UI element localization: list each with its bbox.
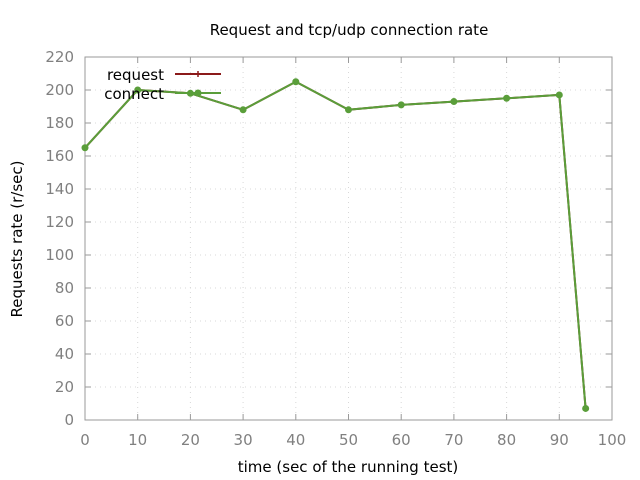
data-point-connect	[292, 78, 300, 86]
chart-title: Request and tcp/udp connection rate	[210, 21, 489, 39]
grid	[85, 57, 612, 420]
x-tick-label: 70	[444, 431, 463, 449]
x-tick-label: 50	[339, 431, 358, 449]
x-tick-label: 60	[392, 431, 411, 449]
y-tick-label: 220	[45, 48, 74, 66]
series-layer	[81, 78, 590, 412]
x-tick-label: 20	[181, 431, 200, 449]
x-tick-label: 10	[128, 431, 147, 449]
y-tick-label: 160	[45, 147, 74, 165]
data-point-connect	[450, 98, 458, 106]
x-axis-label: time (sec of the running test)	[238, 458, 459, 476]
data-point-connect	[397, 101, 405, 109]
x-tick-label: 80	[497, 431, 516, 449]
data-point-connect	[582, 404, 590, 412]
legend-marker-connect	[194, 89, 202, 97]
data-point-connect	[134, 86, 142, 94]
x-tick-label: 40	[286, 431, 305, 449]
data-point-connect	[239, 106, 247, 114]
series-line-connect	[84, 80, 587, 409]
y-tick-label: 0	[64, 411, 74, 429]
series-line-request	[84, 80, 587, 409]
legend-item-request: request	[107, 66, 221, 84]
y-tick-label: 180	[45, 114, 74, 132]
y-tick-label: 200	[45, 81, 74, 99]
y-tick-label: 140	[45, 180, 74, 198]
legend-marker-request	[195, 71, 201, 77]
x-tick-label: 90	[550, 431, 569, 449]
y-tick-label: 40	[55, 345, 74, 363]
series-connect	[81, 78, 590, 412]
y-axis-label: Requests rate (r/sec)	[8, 161, 26, 318]
data-point-connect	[503, 94, 511, 102]
y-tick-label: 120	[45, 213, 74, 231]
axis-ticks: 0 10 20 30 40 50 60 70 80 90 100 0 20 40 60 80 100 120 140…	[45, 48, 626, 449]
y-tick-label: 80	[55, 279, 74, 297]
x-tick-label: 0	[80, 431, 90, 449]
data-point-connect	[555, 91, 563, 99]
data-point-connect	[345, 106, 352, 114]
x-tick-label: 30	[234, 431, 253, 449]
legend-item-connect: connect	[104, 85, 221, 103]
legend-label-request: request	[107, 66, 164, 84]
y-tick-label: 20	[55, 378, 74, 396]
data-point-connect	[81, 144, 89, 152]
x-tick-label: 100	[598, 431, 627, 449]
y-tick-label: 100	[45, 246, 74, 264]
series-request	[82, 78, 589, 412]
y-tick-label: 60	[55, 312, 74, 330]
legend-label-connect: connect	[104, 85, 164, 103]
